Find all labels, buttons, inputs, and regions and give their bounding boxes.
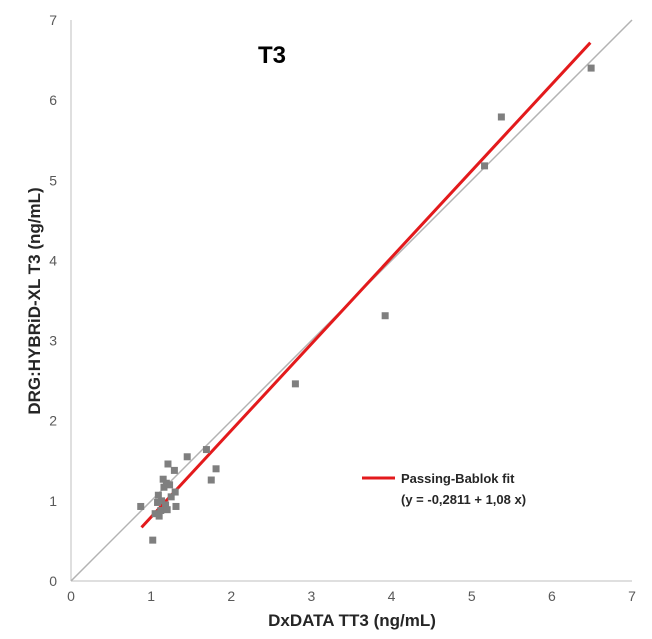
data-point: [481, 162, 489, 170]
data-point: [381, 312, 389, 320]
y-tick-label: 7: [49, 12, 57, 28]
y-tick-label: 3: [49, 333, 57, 349]
data-point: [160, 483, 168, 491]
data-point: [162, 501, 170, 509]
y-tick-label: 0: [49, 573, 57, 589]
chart-title: T3: [258, 42, 286, 69]
data-point: [291, 380, 299, 388]
x-axis-title: DxDATA TT3 (ng/mL): [268, 611, 436, 630]
data-point: [207, 476, 215, 484]
scatter-points: [137, 64, 595, 544]
data-point: [137, 502, 145, 510]
y-tick-label: 4: [49, 252, 57, 268]
x-tick-label: 0: [67, 588, 75, 604]
axes-layer: [70, 20, 632, 582]
data-point: [497, 113, 505, 121]
y-tick-labels: 0 1 2 3 4 5 6 7: [49, 12, 57, 589]
data-point: [163, 506, 171, 514]
x-tick-labels: 0 1 2 3 4 5 6 7: [67, 588, 636, 604]
data-point: [212, 465, 220, 473]
x-tick-label: 7: [628, 588, 636, 604]
data-point: [172, 502, 180, 510]
y-tick-label: 1: [49, 493, 57, 509]
x-tick-label: 4: [388, 588, 396, 604]
data-point: [155, 512, 163, 520]
y-tick-label: 6: [49, 92, 57, 108]
data-point: [154, 491, 162, 499]
data-point: [170, 466, 178, 474]
data-point: [183, 453, 191, 461]
x-tick-label: 2: [227, 588, 235, 604]
data-point: [149, 536, 157, 544]
data-point: [167, 493, 175, 501]
x-tick-label: 5: [468, 588, 476, 604]
data-point: [587, 64, 595, 72]
data-point: [166, 481, 174, 489]
y-tick-label: 5: [49, 172, 57, 188]
data-point: [158, 497, 166, 505]
data-point: [157, 506, 165, 514]
fit-line: [140, 41, 592, 529]
data-point: [159, 475, 167, 483]
data-point: [151, 510, 159, 518]
x-tick-label: 3: [308, 588, 316, 604]
y-axis-title: DRG:HYBRiD-XL T3 (ng/mL): [25, 187, 44, 414]
legend: Passing-Bablok fit (y = -0,2811 + 1,08 x…: [362, 471, 526, 507]
legend-label-fit: Passing-Bablok fit: [401, 471, 515, 486]
data-point: [154, 498, 162, 506]
x-tick-label: 6: [548, 588, 556, 604]
x-tick-label: 1: [147, 588, 155, 604]
y-tick-label: 2: [49, 413, 57, 429]
data-point: [164, 460, 172, 468]
data-point: [202, 446, 210, 454]
legend-equation: (y = -0,2811 + 1,08 x): [401, 492, 526, 507]
data-point: [171, 488, 179, 496]
